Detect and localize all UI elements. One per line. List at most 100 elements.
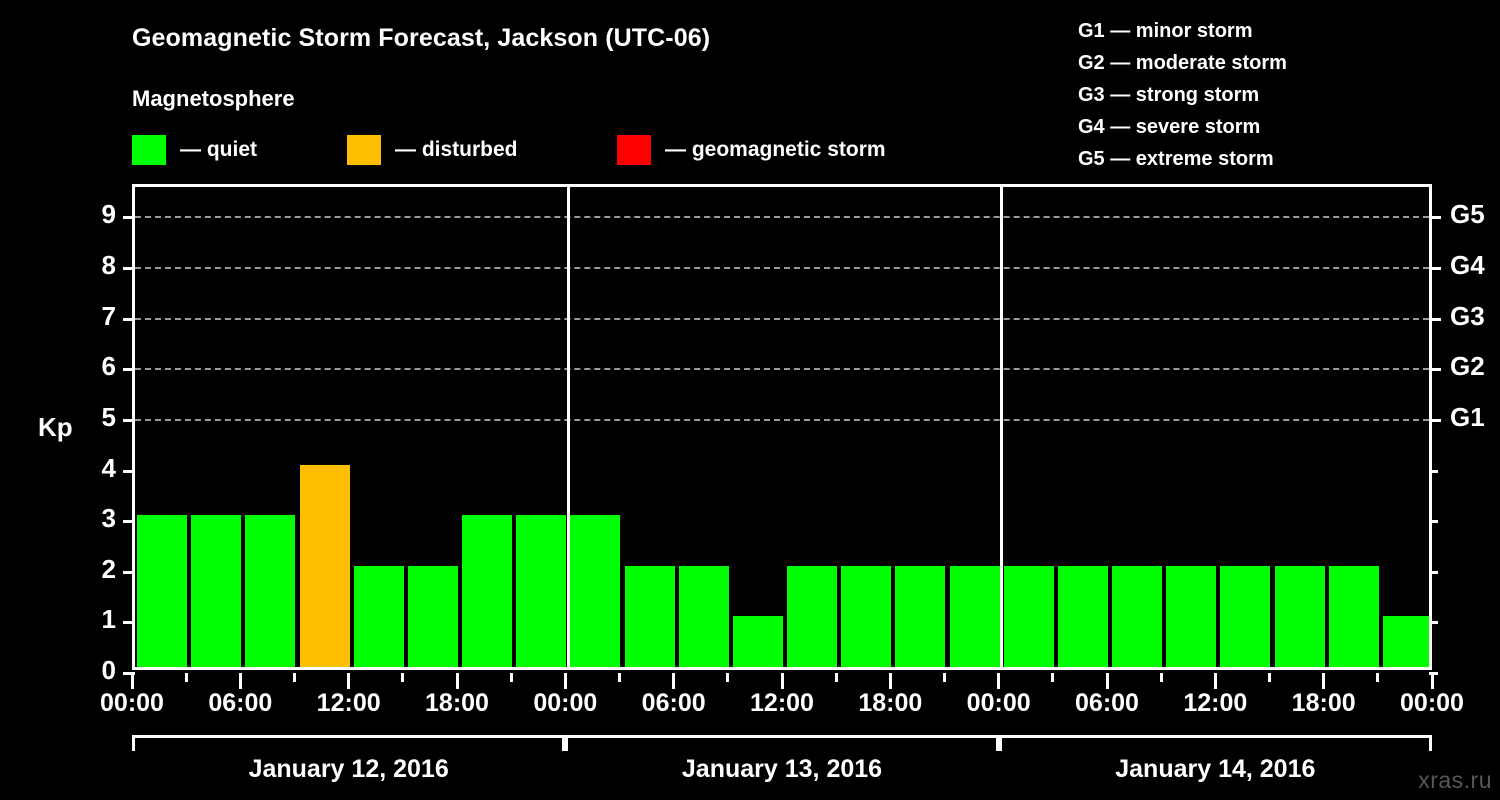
y-tick-right-6 — [1429, 368, 1438, 372]
g-scale-row-1: G1 — minor storm — [1078, 20, 1253, 42]
bar — [1112, 565, 1163, 667]
y-tick-7 — [123, 317, 135, 321]
x-tick-4 — [347, 673, 351, 689]
x-tick-15 — [943, 673, 946, 682]
x-axis-label-6: 12:00 — [750, 689, 814, 717]
x-axis-labels: 00:00 06:00 12:00 18:00 00:00 06:00 12:00 18:00… — [0, 689, 1500, 723]
y-tick-label-1: 1 — [101, 604, 116, 635]
bar — [678, 565, 729, 667]
x-axis-label-12: 00:00 — [1400, 689, 1464, 717]
plot-area — [123, 184, 1441, 675]
g-tick-label-G5: G5 — [1450, 199, 1485, 230]
x-axis-label-4: 00:00 — [533, 689, 598, 717]
bar — [949, 565, 1000, 667]
y-tick-label-5: 5 — [101, 401, 116, 432]
y-tick-label-4: 4 — [101, 452, 116, 483]
bar — [895, 565, 946, 667]
x-tick-6 — [455, 673, 459, 689]
y-tick-4 — [123, 469, 135, 473]
legend-item-2: — geomagnetic storm — [617, 134, 886, 166]
y-tick-8 — [123, 267, 135, 270]
g-tick-label-G2: G2 — [1450, 351, 1485, 382]
y-tick-right-5 — [1429, 418, 1438, 422]
y-tick-right-9 — [1429, 216, 1438, 220]
y-tick-3 — [123, 520, 135, 524]
bar — [516, 515, 567, 667]
date-label-1: January 12, 2016 — [248, 755, 449, 783]
day-separator-2 — [1000, 187, 1004, 667]
date-brackets: January 12, 2016 January 13, 2016 January … — [132, 735, 1432, 795]
x-tick-16 — [997, 673, 1001, 689]
y-tick-0 — [123, 672, 135, 675]
y-tick-right-4 — [1429, 469, 1438, 473]
gridline-kp-7 — [135, 317, 1429, 320]
x-tick-1 — [184, 673, 188, 682]
x-tick-3 — [293, 673, 296, 682]
bar — [1220, 565, 1271, 667]
g-scale-row-2: G2 — moderate storm — [1078, 52, 1287, 74]
y-tick-right-1 — [1429, 621, 1438, 625]
x-axis-ticks — [130, 673, 1434, 689]
date-bracket-3 — [998, 735, 1432, 751]
g-scale-legend: G1 — minor storm G2 — moderate storm G3 — … — [1078, 15, 1287, 175]
x-tick-11 — [726, 673, 730, 682]
x-tick-23 — [1376, 673, 1380, 682]
x-tick-13 — [834, 673, 838, 682]
g-tick-label-G4: G4 — [1450, 250, 1485, 280]
y-tick-6 — [123, 368, 135, 372]
x-axis-label-3: 18:00 — [425, 689, 489, 717]
bar — [570, 515, 621, 667]
legend-item-label: — quiet — [180, 138, 257, 161]
x-axis-label-0: 00:00 — [100, 689, 164, 717]
page-title: Geomagnetic Storm Forecast, Jackson (UTC… — [132, 24, 711, 52]
legend-item-label: — disturbed — [395, 138, 518, 161]
y-tick-label-8: 8 — [101, 250, 116, 280]
x-tick-12 — [780, 673, 784, 689]
g-tick-label-G3: G3 — [1450, 300, 1485, 331]
gridline-kp-5 — [135, 418, 1429, 421]
x-tick-19 — [1159, 673, 1163, 682]
gridline-kp-8 — [135, 267, 1429, 269]
x-tick-17 — [1051, 673, 1055, 682]
storm-swatch — [617, 135, 651, 165]
x-tick-10 — [672, 673, 676, 689]
bar — [624, 565, 675, 667]
x-axis-label-2: 12:00 — [316, 689, 381, 717]
x-tick-18 — [1105, 673, 1109, 689]
y-tick-label-9: 9 — [101, 199, 116, 230]
plot-inner — [135, 187, 1429, 667]
x-axis-label-1: 06:00 — [208, 689, 273, 717]
y-tick-right-0 — [1429, 672, 1438, 675]
bar — [462, 515, 513, 667]
bar — [1328, 565, 1379, 667]
g-scale-row-3: G3 — strong storm — [1078, 84, 1260, 106]
bar — [1003, 565, 1054, 667]
x-axis-label-8: 00:00 — [966, 689, 1031, 717]
y-tick-label-6: 6 — [101, 351, 116, 382]
bar — [732, 616, 783, 667]
quiet-swatch — [132, 135, 166, 165]
y-tick-right-3 — [1429, 520, 1438, 524]
x-axis-label-5: 06:00 — [641, 689, 706, 717]
legend-item-label: — geomagnetic storm — [665, 138, 886, 161]
x-axis-label-11: 18:00 — [1291, 689, 1356, 717]
gridline-kp-9 — [135, 216, 1429, 219]
y-tick-label-2: 2 — [101, 553, 116, 584]
y-tick-2 — [123, 570, 135, 574]
bar — [407, 565, 458, 667]
y-axis-labels: 0 1 2 3 4 5 6 7 8 9 — [76, 184, 116, 683]
bar — [245, 515, 296, 667]
y-tick-right-2 — [1429, 570, 1438, 574]
y-tick-label-7: 7 — [101, 300, 116, 331]
y-tick-right-8 — [1429, 267, 1438, 270]
bar — [1382, 616, 1429, 667]
watermark: xras.ru — [1418, 767, 1492, 793]
date-label-3: January 14, 2016 — [1115, 755, 1316, 783]
x-tick-5 — [401, 673, 405, 682]
y-tick-label-3: 3 — [101, 503, 116, 534]
x-tick-24 — [1430, 673, 1434, 689]
date-bracket-2 — [565, 735, 999, 751]
x-axis-label-9: 06:00 — [1075, 689, 1139, 717]
bar — [841, 565, 892, 667]
